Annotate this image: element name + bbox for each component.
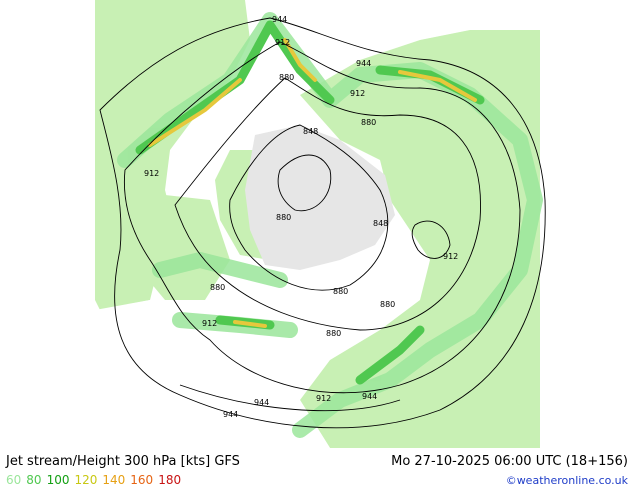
contour-label: 912 (144, 169, 159, 178)
legend-item: 160 (130, 473, 154, 487)
height-contours (99, 17, 546, 429)
legend-item: 80 (26, 473, 42, 487)
wind-speed-legend: 60 80 100 120 140 160 180 (6, 473, 186, 487)
contour-label: 848 (303, 127, 318, 136)
contour-label: 880 (361, 118, 376, 127)
contour-label: 880 (326, 329, 341, 338)
map-title: Jet stream/Height 300 hPa [kts] GFS (6, 454, 240, 469)
contour-label: 880 (276, 213, 291, 222)
legend-item: 140 (102, 473, 126, 487)
contour-labels: 944 912 944 880 912 848 880 912 880 848 … (144, 15, 458, 419)
contour-label: 944 (254, 398, 269, 407)
contour-label: 944 (362, 392, 377, 401)
legend-item: 180 (158, 473, 182, 487)
jetstream-map: 944 912 944 880 912 848 880 912 880 848 … (95, 0, 546, 448)
contour-label: 880 (210, 283, 225, 292)
contour-label: 880 (380, 300, 395, 309)
contour-label: 944 (272, 15, 287, 24)
contour-label: 912 (202, 319, 217, 328)
legend-item: 60 (6, 473, 22, 487)
contour-label: 880 (279, 73, 294, 82)
contour-label: 944 (223, 410, 238, 419)
legend-item: 120 (74, 473, 98, 487)
contour-label: 912 (316, 394, 331, 403)
europe-asia-land (300, 30, 540, 448)
contour-label: 880 (333, 287, 348, 296)
contour-label: 944 (356, 59, 371, 68)
valid-time: Mo 27-10-2025 06:00 UTC (18+156) (391, 454, 628, 469)
contour-label: 912 (443, 252, 458, 261)
contour-label: 848 (373, 219, 388, 228)
map-panel: 944 912 944 880 912 848 880 912 880 848 … (95, 0, 546, 448)
arctic-ice (245, 125, 395, 270)
legend-item: 100 (46, 473, 70, 487)
jet-band-core (148, 38, 477, 328)
canada-north-land (120, 190, 230, 300)
map-footer: Jet stream/Height 300 hPa [kts] GFS Mo 2… (0, 448, 634, 490)
atlantic-sea (95, 300, 330, 448)
contour-label: 912 (275, 38, 290, 47)
contour-label: 912 (350, 89, 365, 98)
credit-link[interactable]: ©weatheronline.co.uk (505, 474, 628, 487)
